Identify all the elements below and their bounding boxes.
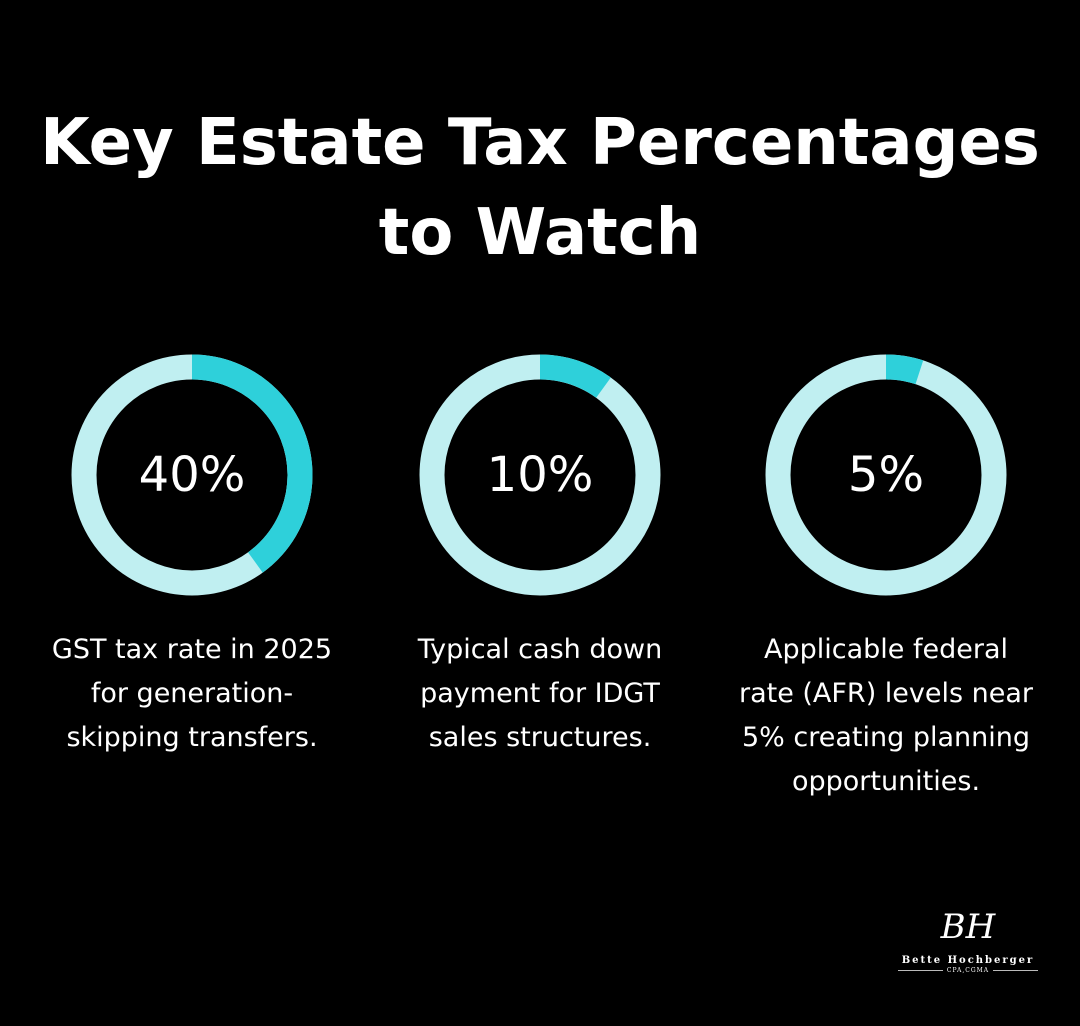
stat-gst-rate: 40% GST tax rate in 2025 for generation-… — [22, 354, 362, 760]
donut-chart: 5% — [765, 354, 1007, 596]
description-line: rate (AFR) levels near — [738, 678, 1034, 709]
description-line: sales structures. — [428, 722, 652, 753]
ring-fill — [71, 354, 313, 596]
stat-description: GST tax rate in 2025 for generation- ski… — [22, 628, 362, 760]
brand-credentials: CPA,CGMA — [898, 967, 1038, 974]
description-line: payment for IDGT — [420, 678, 660, 709]
description-line: for generation- — [90, 678, 294, 709]
description-line: skipping transfers. — [66, 722, 318, 753]
percentage-value: 5% — [847, 447, 925, 503]
page-title: Key Estate Tax Percentages to Watch — [0, 98, 1080, 278]
description-line: GST tax rate in 2025 — [51, 634, 333, 665]
percentage-value: 40% — [138, 447, 246, 503]
donut-ring — [71, 354, 313, 596]
ring-fill — [765, 354, 1007, 596]
stat-description: Applicable federal rate (AFR) levels nea… — [716, 628, 1056, 804]
title-line-2: to Watch — [378, 196, 702, 270]
description-line: Applicable federal — [764, 634, 1008, 665]
monogram-signature-icon: BH — [940, 907, 996, 947]
credentials-text: CPA,CGMA — [946, 967, 990, 974]
donut-ring — [765, 354, 1007, 596]
donut-chart: 10% — [419, 354, 661, 596]
description-line: 5% creating planning — [741, 722, 1030, 753]
description-line: opportunities. — [791, 766, 981, 797]
donut-chart: 40% — [71, 354, 313, 596]
divider-line — [898, 970, 943, 971]
title-line-1: Key Estate Tax Percentages — [40, 106, 1040, 180]
description-line: Typical cash down — [417, 634, 663, 665]
divider-line — [993, 970, 1038, 971]
stat-idgt-down-payment: 10% Typical cash down payment for IDGT s… — [370, 354, 710, 760]
percentage-value: 10% — [486, 447, 594, 503]
stat-description: Typical cash down payment for IDGT sales… — [370, 628, 710, 760]
brand-name: Bette Hochberger — [901, 955, 1035, 966]
stat-afr-rate: 5% Applicable federal rate (AFR) levels … — [716, 354, 1056, 804]
ring-fill — [419, 354, 661, 596]
brand-logo: BH Bette Hochberger CPA,CGMA — [898, 905, 1038, 974]
donut-ring — [419, 354, 661, 596]
